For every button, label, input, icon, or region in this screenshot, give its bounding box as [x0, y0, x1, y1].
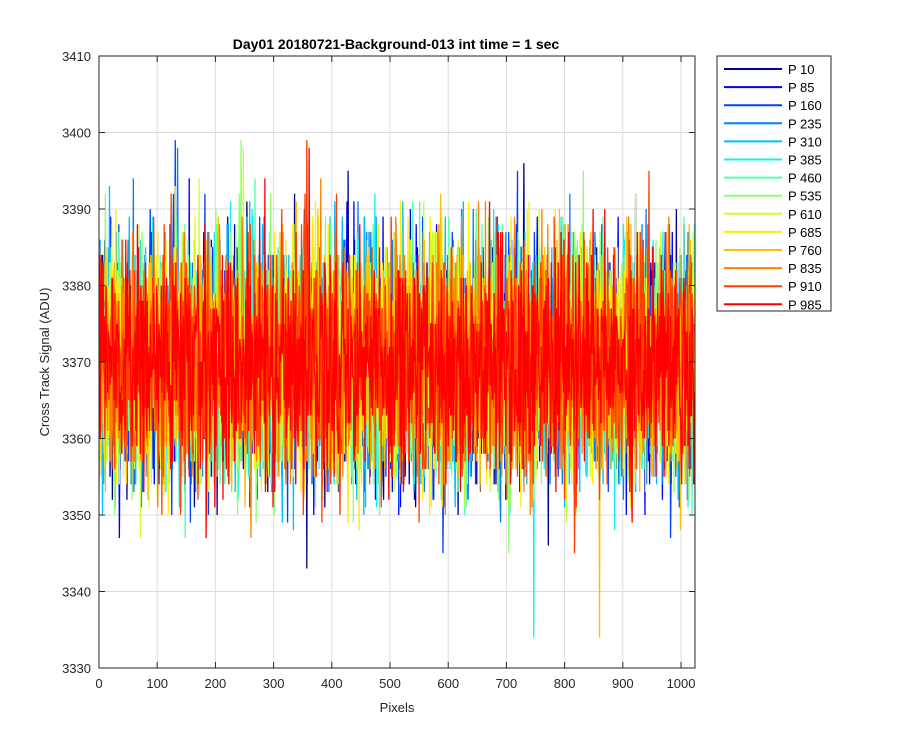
x-tick-label: 100: [146, 676, 168, 691]
y-tick-label: 3360: [62, 432, 91, 447]
x-tick-label: 500: [379, 676, 401, 691]
series-line-p-985: [99, 147, 695, 538]
legend-label: P 85: [788, 80, 815, 95]
legend-label: P 235: [788, 116, 822, 131]
x-tick-label: 0: [95, 676, 102, 691]
chart-title: Day01 20180721-Background-013 int time =…: [233, 36, 560, 52]
legend-label: P 835: [788, 261, 822, 276]
y-tick-label: 3340: [62, 585, 91, 600]
legend-label: P 10: [788, 62, 815, 77]
x-tick-label: 200: [205, 676, 227, 691]
y-tick-label: 3410: [62, 49, 91, 64]
axis-ticks: 0 100 200 300 400 500 600 700 800 900 1000 3330 3340…: [62, 49, 695, 691]
y-tick-label: 3390: [62, 202, 91, 217]
legend-label: P 310: [788, 134, 822, 149]
legend-label: P 385: [788, 153, 822, 168]
series-line-p-910: [99, 140, 695, 554]
legend-label: P 460: [788, 171, 822, 186]
legend-label: P 685: [788, 225, 822, 240]
legend-label: P 610: [788, 207, 822, 222]
y-tick-label: 3400: [62, 126, 91, 141]
x-tick-label: 600: [437, 676, 459, 691]
y-tick-label: 3330: [62, 661, 91, 676]
x-tick-label: 900: [612, 676, 634, 691]
y-axis-label: Cross Track Signal (ADU): [37, 288, 52, 437]
legend-label: P 160: [788, 98, 822, 113]
x-tick-label: 300: [263, 676, 285, 691]
legend-label: P 910: [788, 279, 822, 294]
x-tick-label: 800: [554, 676, 576, 691]
x-tick-label: 1000: [667, 676, 696, 691]
y-tick-label: 3370: [62, 355, 91, 370]
x-axis-label: Pixels: [380, 700, 415, 715]
y-tick-label: 3380: [62, 279, 91, 294]
legend: P 10 P 85 P 160 P 235 P 310 P 385 P 460 P 535 P …: [716, 55, 832, 312]
x-tick-label: 700: [496, 676, 518, 691]
legend-label: P 760: [788, 243, 822, 258]
y-tick-label: 3350: [62, 508, 91, 523]
legend-label: P 985: [788, 297, 822, 312]
legend-label: P 535: [788, 189, 822, 204]
x-tick-label: 400: [321, 676, 343, 691]
series-group: [99, 140, 695, 638]
